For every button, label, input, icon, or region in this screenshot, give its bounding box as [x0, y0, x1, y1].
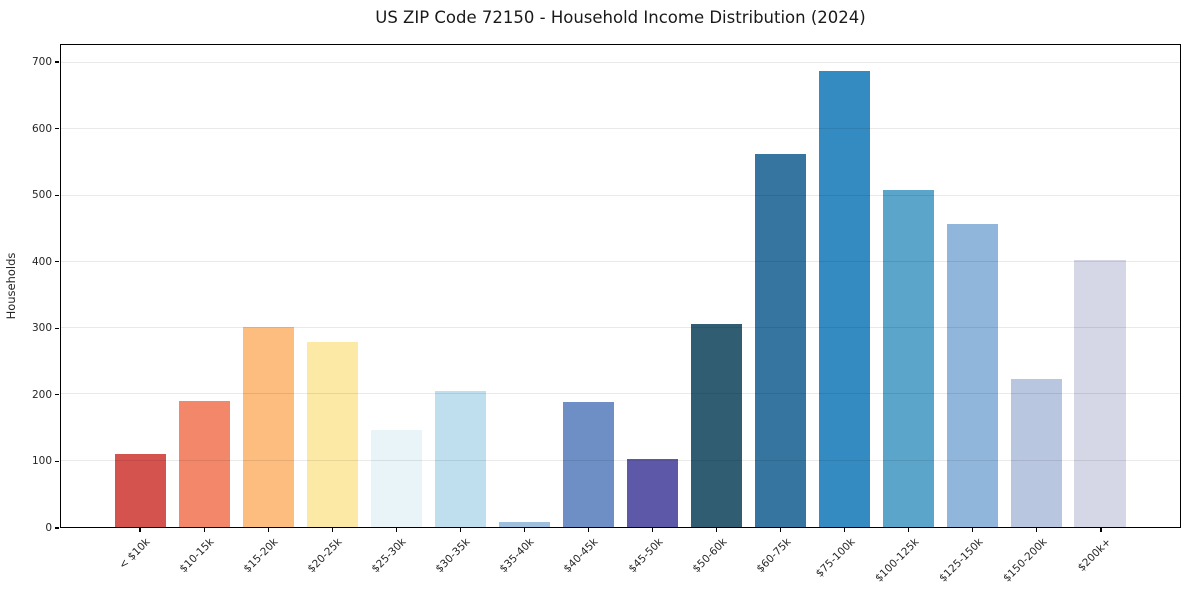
y-tick-label-0: 0: [45, 522, 52, 534]
x-tick-mark: [587, 528, 590, 532]
x-tick-mark: [331, 528, 333, 532]
x-tick-mark: [459, 528, 461, 532]
y-tick-label-700: 700: [31, 55, 52, 68]
x-tick-label-$150-200k: $150-200k: [1000, 536, 1050, 585]
x-tick-label-$60-75k: $60-75k: [754, 536, 794, 576]
y-tick-label-600: 600: [31, 122, 52, 135]
gridline-300: [61, 327, 1180, 329]
plot-area: [60, 44, 1181, 528]
bar-$125-150k: [946, 224, 998, 527]
gridline-500: [61, 194, 1180, 196]
bar-$75-100k: [818, 70, 870, 527]
bar-$60-75k: [754, 154, 806, 527]
y-tick-mark: [55, 394, 59, 396]
x-tick-label-$10-15k: $10-15k: [177, 536, 217, 576]
y-tick-label-500: 500: [31, 189, 52, 202]
bar-$50-60k: [690, 324, 742, 527]
gridline-400: [61, 260, 1180, 262]
x-tick-label-$75-100k: $75-100k: [813, 536, 858, 580]
x-tick-label-$45-50k: $45-50k: [625, 536, 666, 576]
x-tick-mark: [651, 528, 654, 532]
bar-$30-35k: [435, 391, 487, 527]
chart-title: US ZIP Code 72150 - Household Income Dis…: [375, 8, 866, 27]
bar-$200k+: [1074, 259, 1126, 527]
x-tick-mark: [1036, 528, 1038, 532]
x-tick-mark: [908, 528, 910, 532]
y-tick-mark: [55, 327, 59, 329]
bar-$150-200k: [1010, 379, 1062, 527]
bar-$10-15k: [179, 401, 231, 527]
x-tick-label-$20-25k: $20-25k: [305, 536, 345, 576]
y-tick-label-400: 400: [31, 255, 52, 268]
x-tick-label-< $10k: < $10k: [117, 536, 153, 572]
x-tick-label-$200k+: $200k+: [1075, 536, 1114, 574]
x-tick-mark: [395, 528, 397, 532]
bar-$45-50k: [626, 459, 679, 527]
y-tick-label-100: 100: [31, 455, 52, 468]
x-tick-mark: [139, 528, 141, 532]
y-tick-mark: [55, 261, 59, 263]
y-tick-mark: [55, 127, 59, 130]
x-tick-label-$125-150k: $125-150k: [936, 536, 986, 585]
bar-< $10k: [115, 454, 167, 527]
x-tick-label-$25-30k: $25-30k: [369, 536, 409, 576]
x-tick-label-$40-45k: $40-45k: [561, 536, 601, 576]
y-tick-label-300: 300: [31, 322, 52, 335]
x-tick-mark: [1100, 528, 1102, 532]
y-tick-label-200: 200: [31, 388, 52, 401]
y-tick-mark: [55, 61, 59, 63]
bar-$40-45k: [562, 401, 615, 527]
bar-$20-25k: [307, 342, 359, 527]
x-tick-label-$100-125k: $100-125k: [872, 536, 922, 585]
x-tick-mark: [972, 528, 974, 532]
y-tick-mark: [55, 194, 59, 196]
x-tick-mark: [780, 528, 782, 532]
bar-$25-30k: [371, 429, 423, 527]
bar-$100-125k: [882, 189, 934, 527]
x-tick-label-$30-35k: $30-35k: [433, 536, 473, 576]
gridline-600: [61, 128, 1180, 130]
x-tick-mark: [267, 528, 269, 532]
bar-$35-40k: [499, 521, 551, 527]
x-tick-mark: [203, 528, 205, 532]
bar-$15-20k: [243, 327, 295, 527]
x-tick-mark: [523, 528, 525, 532]
x-tick-mark: [844, 528, 846, 532]
x-tick-label-$15-20k: $15-20k: [241, 536, 281, 576]
y-tick-mark: [55, 460, 59, 462]
gridline-200: [61, 393, 1180, 395]
x-tick-mark: [715, 528, 718, 532]
gridline-700: [61, 61, 1180, 63]
y-tick-mark: [55, 527, 59, 529]
x-tick-label-$35-40k: $35-40k: [497, 536, 537, 576]
gridline-100: [61, 459, 1180, 461]
x-tick-label-$50-60k: $50-60k: [689, 536, 730, 576]
